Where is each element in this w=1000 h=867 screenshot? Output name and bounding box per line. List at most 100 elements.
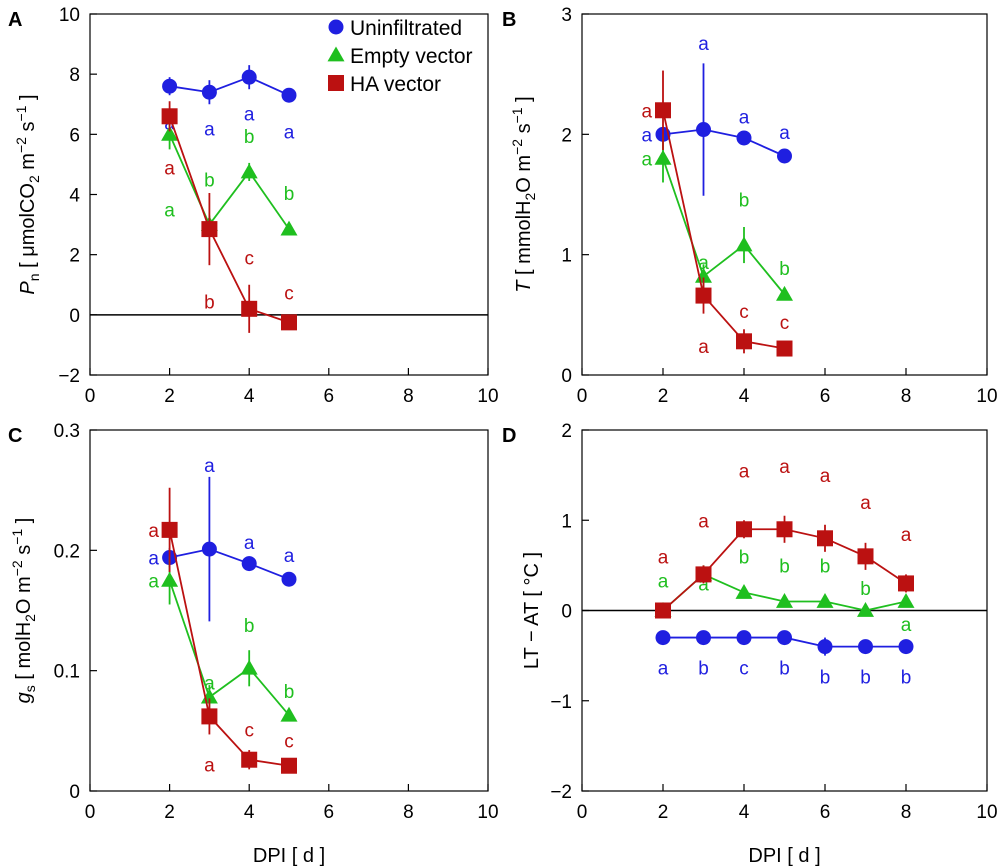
significance-letter: b	[739, 547, 750, 568]
significance-letter: a	[204, 456, 215, 477]
panel-letter: C	[8, 425, 22, 447]
significance-letter: b	[779, 658, 790, 679]
x-tick-label: 10	[477, 386, 498, 407]
significance-letter: c	[284, 731, 294, 752]
significance-letter: a	[658, 547, 669, 568]
x-tick-label: 2	[164, 386, 175, 407]
significance-letter: b	[204, 170, 215, 191]
x-tick-label: 6	[820, 386, 831, 407]
y-tick-label: 0	[561, 602, 572, 623]
data-point	[201, 84, 217, 100]
series-ha-vector: aaa a aaa	[655, 457, 914, 619]
significance-letter: a	[284, 546, 295, 567]
y-tick-label: 10	[59, 5, 80, 26]
y-tick-label: 0	[561, 366, 572, 387]
significance-letter: c	[244, 721, 254, 742]
y-tick-label: −2	[58, 366, 80, 387]
data-point	[241, 751, 258, 768]
significance-letter: a	[698, 511, 709, 532]
data-point	[898, 575, 914, 592]
data-point	[161, 521, 178, 538]
y-tick-label: −2	[550, 782, 572, 803]
x-axis-label: DPI [ d ]	[253, 845, 325, 867]
significance-letter: a	[779, 123, 790, 144]
x-tick-label: 8	[901, 386, 912, 407]
data-point	[201, 708, 218, 725]
significance-letter: a	[698, 34, 709, 55]
x-tick-label: 0	[577, 386, 588, 407]
significance-letter: a	[698, 337, 709, 358]
significance-letter: a	[698, 253, 709, 274]
significance-letter: a	[739, 107, 750, 128]
data-point	[777, 630, 792, 646]
data-point	[240, 163, 258, 179]
data-point	[736, 333, 752, 350]
series-uninfiltrated: a a a a	[642, 34, 792, 196]
x-tick-label: 4	[739, 386, 750, 407]
panel-d: 0 2 4 6 8 10 −2 −1 0 1 2 D DPI [ d ] LT − AT [ °C ] a b…	[502, 421, 998, 867]
data-point	[655, 602, 671, 619]
significance-letter: a	[739, 462, 750, 483]
significance-letter: b	[698, 658, 709, 679]
data-point	[241, 300, 258, 317]
significance-letter: a	[148, 521, 159, 542]
data-point	[857, 548, 874, 565]
significance-letter: c	[739, 302, 749, 323]
data-point	[280, 706, 298, 722]
significance-letter: b	[820, 667, 831, 688]
y-tick-label: 1	[561, 511, 572, 532]
significance-letter: a	[148, 549, 159, 570]
series-line	[168, 580, 290, 716]
x-tick-label: 6	[820, 802, 831, 823]
x-tick-label: 0	[85, 386, 96, 407]
y-tick-label: 6	[69, 125, 80, 146]
significance-letter: c	[284, 283, 294, 304]
data-point	[695, 287, 712, 304]
panel-letter: D	[502, 425, 516, 447]
y-axis-label: Pn [ μmolCO2 m−2 s−1 ]	[13, 94, 42, 294]
significance-letter: b	[244, 127, 255, 148]
y-tick-label: 0.1	[54, 662, 80, 683]
legend: Uninfiltrated Empty vector HA vector	[327, 17, 473, 96]
data-point	[696, 630, 711, 646]
significance-letter: a	[642, 101, 653, 122]
significance-letter: b	[204, 292, 215, 313]
significance-letter: a	[820, 466, 831, 487]
significance-letter: b	[284, 184, 295, 205]
data-point	[281, 87, 297, 103]
y-tick-label: 2	[561, 125, 572, 146]
significance-letter: b	[860, 579, 871, 600]
y-tick-label: 2	[561, 421, 572, 442]
x-tick-label: 0	[577, 802, 588, 823]
series-line	[169, 548, 290, 581]
x-tick-label: 10	[477, 802, 498, 823]
data-point	[817, 639, 833, 655]
significance-letter: b	[860, 667, 871, 688]
data-point	[695, 566, 712, 583]
x-tick-label: 2	[658, 802, 669, 823]
significance-letter: b	[739, 190, 750, 211]
series-empty-vector: a ab b bba	[654, 547, 915, 636]
x-tick-label: 4	[244, 802, 255, 823]
data-point	[161, 125, 179, 141]
data-point	[776, 592, 793, 608]
data-point	[162, 78, 178, 94]
x-tick-label: 8	[403, 386, 414, 407]
panel-letter: A	[8, 9, 22, 31]
significance-letter: b	[244, 616, 255, 637]
significance-letter: a	[204, 674, 215, 695]
data-point	[281, 757, 297, 774]
significance-letter: b	[284, 682, 295, 703]
series-empty-vector: a a b b	[148, 556, 298, 722]
data-point	[777, 148, 792, 164]
significance-letter: a	[642, 149, 653, 170]
legend-marker	[328, 75, 344, 91]
significance-letter: a	[164, 158, 175, 179]
x-tick-label: 10	[976, 802, 997, 823]
significance-letter: c	[780, 313, 790, 334]
